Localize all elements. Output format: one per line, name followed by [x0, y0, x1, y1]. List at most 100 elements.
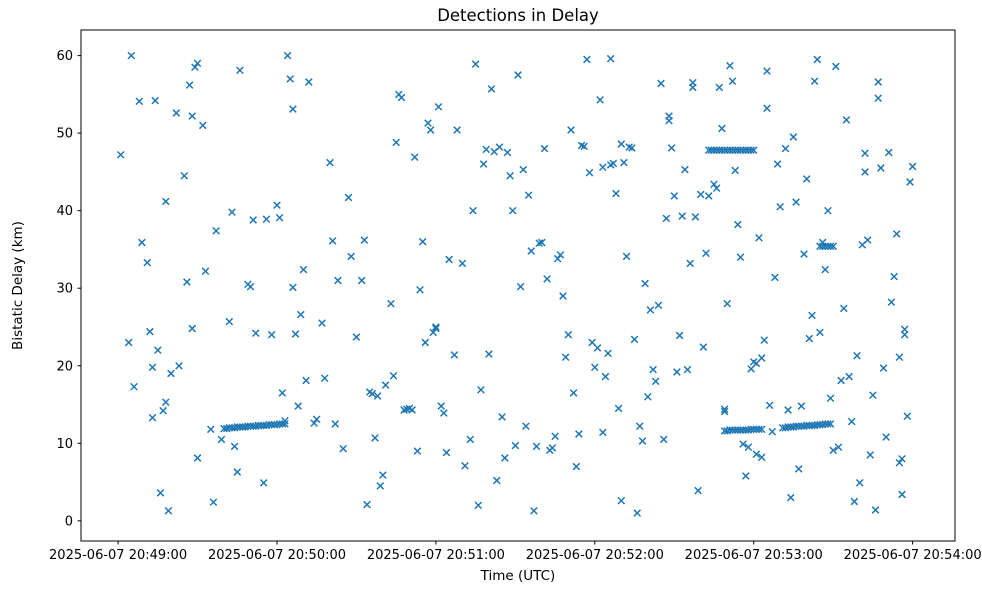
scatter-marker [871, 506, 880, 514]
scatter-marker [251, 329, 260, 338]
y-tick-label: 60 [56, 49, 73, 64]
scatter-marker [159, 406, 167, 415]
scatter-marker [296, 310, 305, 319]
scatter-marker [895, 353, 904, 362]
scatter-marker [281, 420, 289, 428]
scatter-marker [673, 368, 681, 376]
scatter-marker [206, 425, 215, 434]
scatter-marker [874, 94, 883, 103]
scatter-marker [744, 443, 753, 452]
scatter-marker [622, 252, 631, 261]
scatter-marker [575, 430, 583, 438]
scatter-marker [718, 124, 726, 133]
scatter-marker [731, 166, 740, 175]
scatter-marker [387, 299, 395, 308]
scatter-marker [826, 242, 835, 251]
scatter-marker [347, 252, 355, 261]
scatter-marker [432, 324, 440, 333]
scatter-marker [598, 428, 607, 437]
scatter-marker [696, 190, 705, 199]
chart-title: Detections in Delay [437, 6, 599, 25]
scatter-marker [884, 148, 893, 157]
scatter-marker [609, 159, 618, 168]
x-tick-label: 2025-06-07 20:52:00 [526, 548, 664, 563]
scatter-marker [281, 416, 289, 425]
scatter-marker [495, 143, 504, 151]
scatter-marker [747, 146, 755, 155]
scatter-marker [903, 412, 912, 421]
scatter-marker [826, 420, 835, 428]
scatter-marker [839, 304, 848, 313]
scatter-marker [654, 301, 663, 310]
y-tick-label: 0 [65, 514, 73, 529]
scatter-marker [156, 489, 165, 497]
scatter-marker [628, 144, 636, 152]
scatter-marker [847, 417, 856, 426]
scatter-marker [630, 335, 639, 344]
y-axis-label: Bistatic Delay (km) [10, 221, 26, 350]
scatter-marker [824, 206, 832, 215]
scatter-marker [678, 212, 687, 220]
scatter-marker [503, 148, 512, 157]
scatter-marker [794, 465, 803, 473]
scatter-marker [739, 440, 747, 448]
scatter-marker [569, 389, 578, 397]
scatter-marker [318, 319, 326, 327]
scatter-marker [543, 275, 551, 283]
scatter-marker [153, 346, 162, 355]
x-tick-label: 2025-06-07 20:50:00 [208, 548, 346, 563]
scatter-marker [580, 142, 589, 151]
scatter-marker [606, 54, 615, 63]
scatter-marker [519, 165, 528, 174]
scatter-marker [466, 435, 475, 444]
scatter-marker [148, 363, 157, 372]
scatter-marker [834, 443, 843, 452]
scatter-marker [421, 338, 430, 347]
scatter-marker [198, 121, 207, 130]
scatter-marker [898, 454, 906, 463]
scatter-marker [485, 350, 493, 358]
scatter-marker [755, 233, 763, 242]
scatter-marker [363, 500, 371, 509]
scatter-marker [193, 454, 202, 462]
scatter-marker [506, 171, 514, 180]
scatter-marker [304, 78, 313, 86]
scatter-marker [273, 201, 281, 210]
scatter-marker [829, 242, 838, 251]
scatter-marker [548, 444, 557, 452]
scatter-marker [741, 472, 750, 480]
scatter-marker [143, 258, 152, 267]
scatter-marker [161, 197, 170, 206]
scatter-marker [553, 254, 562, 263]
scatter-marker [524, 191, 533, 200]
scatter-marker [225, 317, 234, 326]
scatter-marker [657, 79, 665, 88]
scatter-marker [694, 486, 702, 495]
scatter-marker [583, 55, 591, 64]
scatter-marker [482, 145, 491, 154]
scatter-marker [453, 126, 461, 134]
x-tick-label: 2025-06-07 20:49:00 [49, 548, 187, 563]
scatter-marker [786, 493, 795, 502]
scatter-marker [339, 444, 348, 453]
scatter-marker [161, 398, 170, 407]
scatter-marker [418, 237, 427, 246]
scatter-marker [829, 446, 838, 455]
scatter-marker [416, 285, 424, 294]
scatter-marker [164, 506, 173, 515]
scatter-marker [906, 178, 914, 186]
scatter-marker [500, 454, 509, 462]
scatter-marker [236, 66, 244, 75]
scatter-marker [612, 189, 620, 198]
scatter-marker [458, 259, 467, 268]
scatter-marker [699, 343, 708, 351]
scatter-marker [596, 95, 604, 104]
scatter-marker [357, 276, 366, 285]
scatter-marker [863, 236, 872, 244]
scatter-marker [757, 354, 766, 362]
scatter-marker [681, 165, 689, 174]
scatter-marker [620, 158, 628, 167]
scatter-marker [736, 253, 745, 262]
scatter-marker [286, 75, 295, 83]
